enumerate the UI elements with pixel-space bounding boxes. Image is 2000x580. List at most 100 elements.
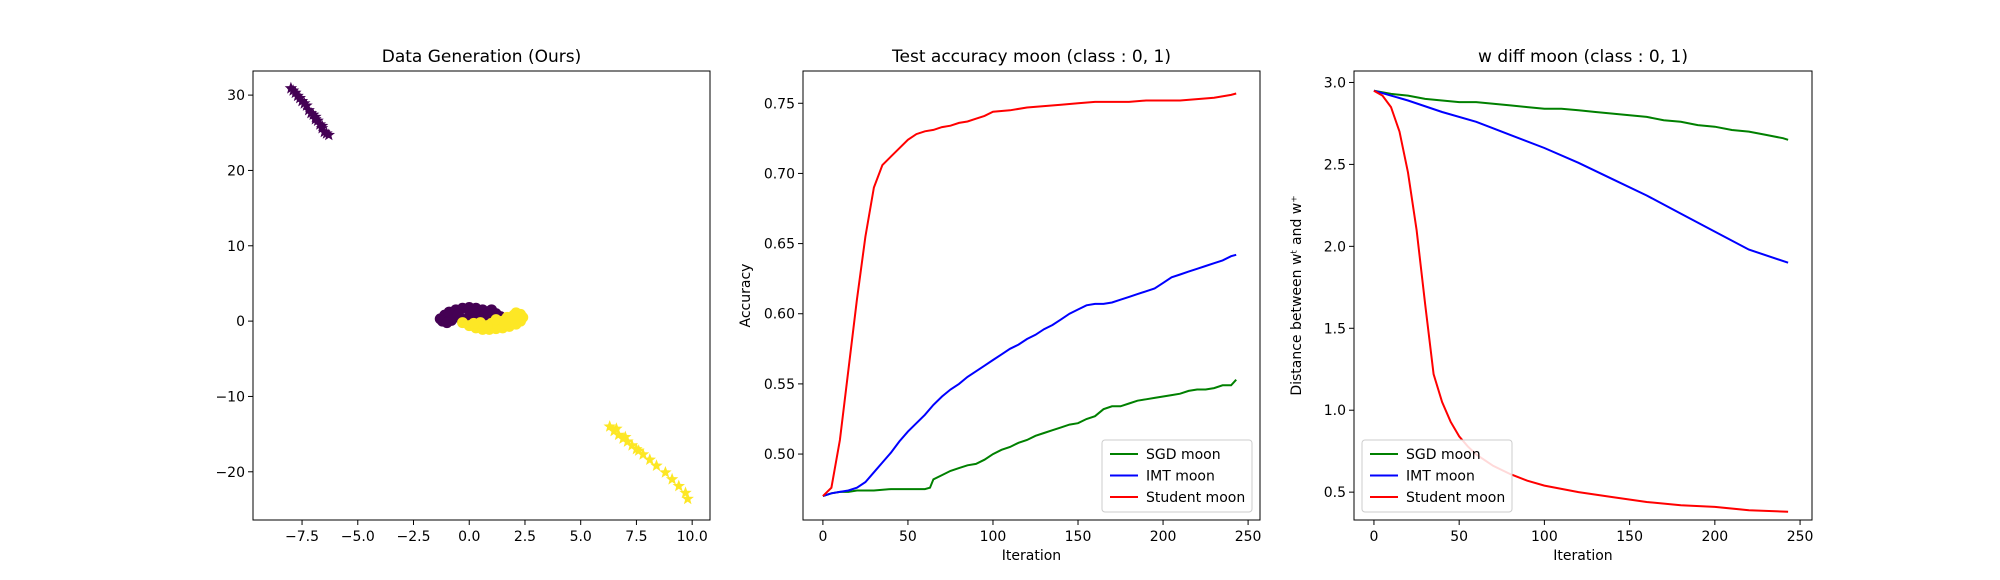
scatter-point-star — [302, 103, 315, 116]
series-line — [822, 253, 1237, 498]
x-tick-label: 0.0 — [458, 529, 480, 545]
y-tick-label: 0.65 — [764, 237, 795, 253]
scatter-point — [481, 320, 493, 332]
scatter-point-star — [284, 81, 298, 94]
scatter-point — [468, 317, 480, 329]
y-tick-label: 0.5 — [1324, 485, 1346, 501]
scatter-point-star — [315, 119, 329, 132]
y-tick-label: 10 — [227, 239, 245, 255]
scatter-point-star — [286, 84, 300, 96]
y-tick-label: 0.50 — [764, 447, 795, 463]
x-tick-label: 250 — [1787, 529, 1814, 545]
scatter-point — [490, 314, 502, 326]
legend-frame — [1361, 439, 1513, 513]
y-tick-label: 0.55 — [764, 377, 795, 393]
y-tick-label: −20 — [215, 465, 245, 481]
scatter-point — [468, 306, 480, 318]
y-tick-label: 1.5 — [1324, 321, 1346, 337]
scatter-point-star — [295, 94, 309, 107]
y-tick-label: 3.0 — [1324, 75, 1346, 91]
legend: SGD moon IMT moon Student moon — [1101, 439, 1253, 513]
scatter-point-star — [672, 479, 685, 492]
scatter-point-star — [636, 448, 650, 460]
x-tick-label: 0 — [1369, 529, 1378, 545]
series-line — [822, 379, 1237, 498]
y-tick-label: 2.5 — [1324, 157, 1346, 173]
chart-w-diff: w diff moon (class : 0, 1) 0 50 100 150 200 25… — [1289, 47, 1813, 564]
x-tick-label: 0 — [818, 529, 827, 545]
y-tick-label: 0 — [236, 314, 245, 330]
x-tick-label: −2.5 — [397, 529, 431, 545]
x-tick-label: 200 — [1150, 529, 1177, 545]
series-line — [822, 92, 1237, 497]
y-tick-label: 0.60 — [764, 307, 795, 323]
x-tick-label: 10.0 — [677, 529, 708, 545]
x-tick-label: 7.5 — [625, 529, 647, 545]
x-axis-label: Iteration — [1553, 548, 1612, 564]
y-tick-label: −10 — [215, 389, 245, 405]
x-tick-label: 100 — [1531, 529, 1558, 545]
y-axis-label: Accuracy — [738, 264, 754, 328]
legend-label: IMT moon — [1406, 469, 1475, 485]
scatter-point-star — [659, 466, 672, 478]
x-tick-label: 100 — [980, 529, 1007, 545]
scatter-point-star — [309, 112, 322, 125]
legend: SGD moon IMT moon Student moon — [1361, 439, 1513, 513]
scatter-point-star — [603, 420, 616, 432]
scatter-point-star — [650, 459, 663, 471]
legend-label: Student moon — [1146, 490, 1245, 506]
series-line — [1373, 89, 1789, 141]
x-tick-label: 2.5 — [514, 529, 536, 545]
y-tick-label: 2.0 — [1324, 239, 1346, 255]
scatter-point-star — [291, 89, 304, 102]
series-line — [1373, 89, 1789, 264]
y-tick-label: 0.70 — [764, 166, 795, 182]
plot-area — [284, 81, 694, 505]
scatter-point-star — [681, 492, 694, 505]
scatter-point — [499, 318, 511, 330]
chart-scatter-data-generation: Data Generation (Ours) −7.5 −5.0 −2.5 0.0 2.5… — [215, 47, 711, 545]
y-tick-label: 20 — [227, 163, 245, 179]
x-tick-label: 50 — [899, 529, 917, 545]
axes-frame — [802, 70, 1261, 521]
scatter-point-star — [643, 453, 656, 465]
x-tick-label: 50 — [1450, 529, 1468, 545]
x-tick-label: 250 — [1235, 529, 1262, 545]
y-tick-label: 1.0 — [1324, 403, 1346, 419]
x-tick-label: 150 — [1065, 529, 1092, 545]
chart-test-accuracy: Test accuracy moon (class : 0, 1) 0 50 100 1… — [738, 47, 1261, 564]
scatter-point-star — [298, 96, 311, 109]
legend-label: SGD moon — [1406, 447, 1481, 463]
legend-label: Student moon — [1406, 490, 1505, 506]
x-tick-label: −7.5 — [285, 529, 319, 545]
legend-frame — [1101, 439, 1253, 513]
scatter-point-star — [625, 438, 639, 451]
legend-label: SGD moon — [1146, 447, 1221, 463]
x-tick-label: 5.0 — [570, 529, 592, 545]
x-axis-label: Iteration — [1002, 548, 1061, 564]
x-tick-label: 150 — [1616, 529, 1643, 545]
scatter-point-star — [610, 422, 623, 435]
axes-frame — [1353, 70, 1813, 521]
scatter-point-star — [679, 486, 692, 499]
scatter-point-star — [320, 127, 333, 139]
scatter-point-star — [307, 108, 320, 120]
y-tick-label: 30 — [227, 88, 245, 104]
scatter-point-star — [632, 444, 645, 456]
axes-frame — [252, 70, 711, 521]
scatter-point — [486, 304, 498, 316]
x-tick-label: 200 — [1701, 529, 1728, 545]
plot-area — [822, 92, 1237, 498]
scatter-point-star — [619, 430, 632, 443]
chart-title: Data Generation (Ours) — [382, 47, 582, 67]
scatter-point-star — [665, 472, 679, 485]
y-tick-label: 0.75 — [764, 96, 795, 112]
y-axis-label: Distance between wᵗ and w⁺ — [1289, 195, 1305, 395]
x-tick-label: −5.0 — [341, 529, 375, 545]
scatter-point-star — [612, 428, 625, 441]
chart-title: Test accuracy moon (class : 0, 1) — [891, 47, 1171, 67]
chart-title: w diff moon (class : 0, 1) — [1478, 47, 1688, 67]
scatter-point — [441, 317, 453, 329]
legend-label: IMT moon — [1146, 469, 1215, 485]
